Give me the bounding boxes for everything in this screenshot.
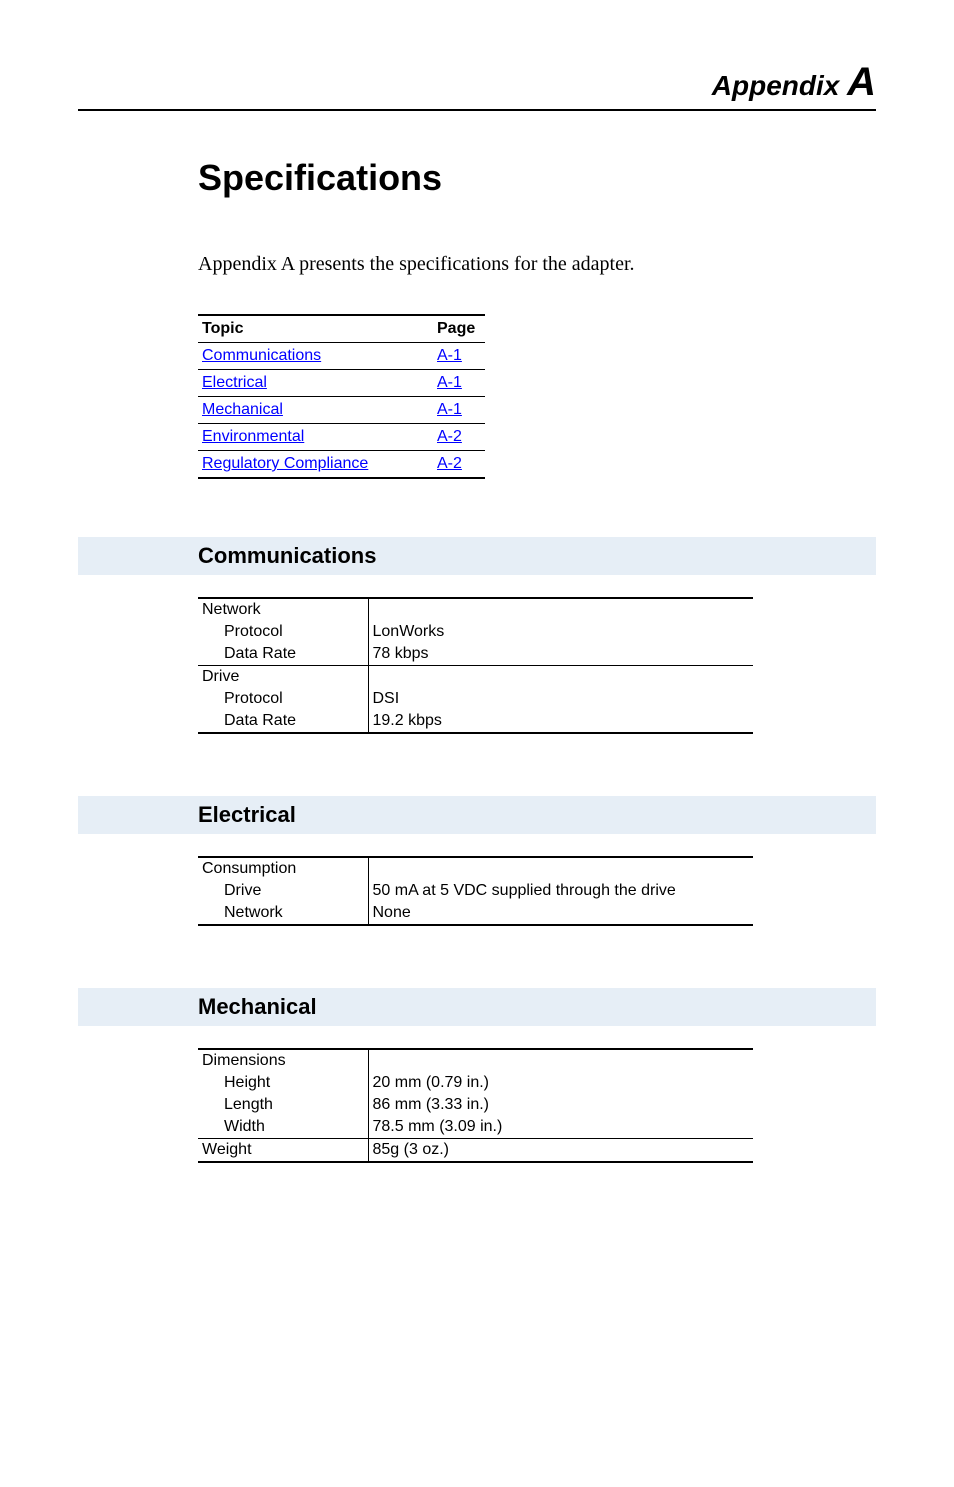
comm-network-label: Network <box>198 598 368 621</box>
comm-network-protocol-label: Protocol <box>198 621 368 643</box>
mech-weight-value: 85g (3 oz.) <box>368 1139 753 1163</box>
mech-length-label: Length <box>198 1094 368 1116</box>
mech-width-value: 78.5 mm (3.09 in.) <box>368 1116 753 1139</box>
mech-height-value: 20 mm (0.79 in.) <box>368 1072 753 1094</box>
toc-row: Regulatory Compliance A-2 <box>198 451 485 479</box>
mech-weight-label: Weight <box>198 1139 368 1163</box>
appendix-label: Appendix <box>712 70 840 101</box>
toc-page-communications[interactable]: A-1 <box>437 347 462 364</box>
section-heading-communications: Communications <box>78 537 876 575</box>
toc-row: Communications A-1 <box>198 343 485 370</box>
toc-header-topic: Topic <box>198 315 433 343</box>
comm-drive-label: Drive <box>198 666 368 689</box>
comm-drive-datarate-value: 19.2 kbps <box>368 710 753 733</box>
toc-page-mechanical[interactable]: A-1 <box>437 401 462 418</box>
comm-network-datarate-value: 78 kbps <box>368 643 753 666</box>
mech-length-value: 86 mm (3.33 in.) <box>368 1094 753 1116</box>
toc-page-electrical[interactable]: A-1 <box>437 374 462 391</box>
toc-link-environmental[interactable]: Environmental <box>202 428 304 445</box>
comm-empty2 <box>368 666 753 689</box>
appendix-header: Appendix A <box>78 60 876 105</box>
comm-network-protocol-value: LonWorks <box>368 621 753 643</box>
toc-row: Electrical A-1 <box>198 370 485 397</box>
appendix-letter: A <box>847 60 876 104</box>
comm-network-datarate-label: Data Rate <box>198 643 368 666</box>
mech-empty <box>368 1049 753 1072</box>
section-heading-mechanical: Mechanical <box>78 988 876 1026</box>
elec-drive-value: 50 mA at 5 VDC supplied through the driv… <box>368 880 753 902</box>
toc-page-environmental[interactable]: A-2 <box>437 428 462 445</box>
comm-drive-protocol-value: DSI <box>368 688 753 710</box>
intro-text: Appendix A presents the specifications f… <box>198 253 876 276</box>
elec-consumption-label: Consumption <box>198 857 368 880</box>
comm-drive-datarate-label: Data Rate <box>198 710 368 733</box>
toc-link-regulatory[interactable]: Regulatory Compliance <box>202 455 368 472</box>
elec-drive-label: Drive <box>198 880 368 902</box>
comm-drive-protocol-label: Protocol <box>198 688 368 710</box>
electrical-table: Consumption Drive 50 mA at 5 VDC supplie… <box>198 856 753 926</box>
toc-row: Mechanical A-1 <box>198 397 485 424</box>
toc-link-communications[interactable]: Communications <box>202 347 321 364</box>
toc-link-mechanical[interactable]: Mechanical <box>202 401 283 418</box>
toc-link-electrical[interactable]: Electrical <box>202 374 267 391</box>
toc-page-regulatory[interactable]: A-2 <box>437 455 462 472</box>
toc-table: Topic Page Communications A-1 Electrical… <box>198 314 485 479</box>
mech-height-label: Height <box>198 1072 368 1094</box>
section-heading-electrical: Electrical <box>78 796 876 834</box>
elec-network-value: None <box>368 902 753 925</box>
page-title: Specifications <box>198 157 876 199</box>
comm-empty <box>368 598 753 621</box>
toc-row: Environmental A-2 <box>198 424 485 451</box>
mechanical-table: Dimensions Height 20 mm (0.79 in.) Lengt… <box>198 1048 753 1163</box>
mech-dimensions-label: Dimensions <box>198 1049 368 1072</box>
toc-header-page: Page <box>433 315 485 343</box>
communications-table: Network Protocol LonWorks Data Rate 78 k… <box>198 597 753 734</box>
mech-width-label: Width <box>198 1116 368 1139</box>
elec-empty <box>368 857 753 880</box>
header-rule <box>78 109 876 111</box>
elec-network-label: Network <box>198 902 368 925</box>
